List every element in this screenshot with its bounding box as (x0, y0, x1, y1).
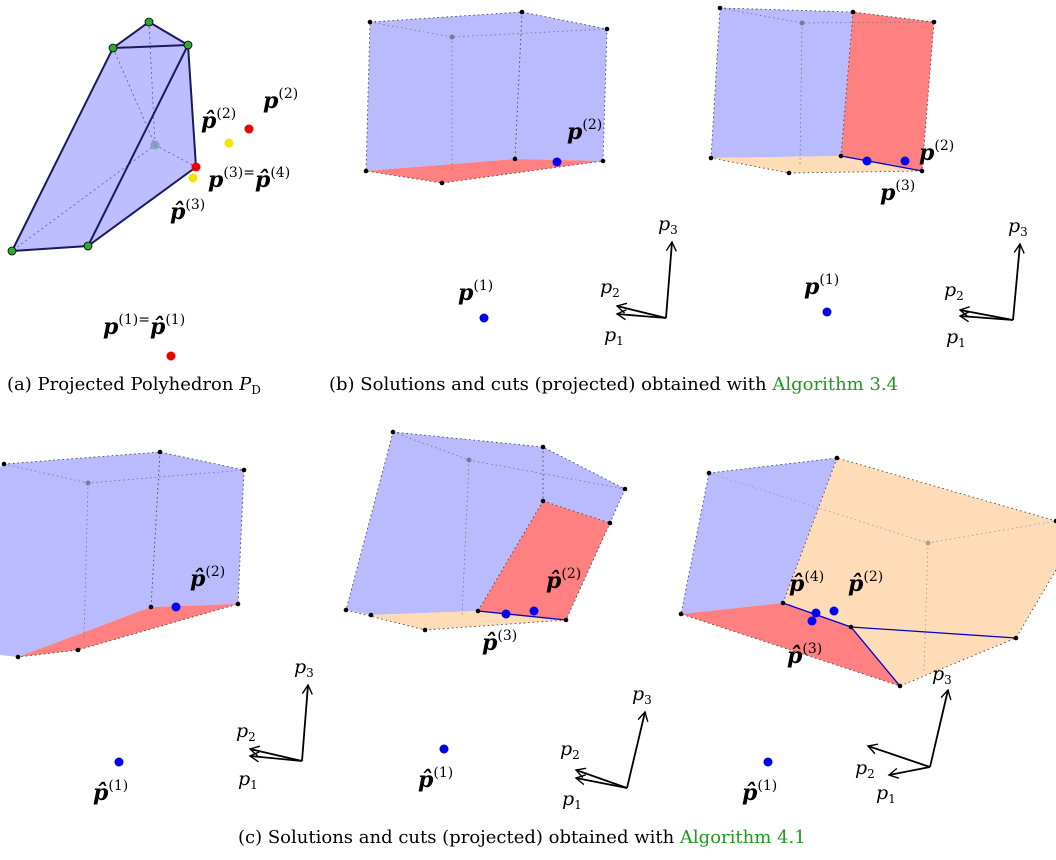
label-p2: p(2) (567, 117, 602, 145)
projected-polyhedron (7, 17, 198, 256)
point-p1-blue (822, 307, 832, 317)
point-p3-red (191, 162, 201, 172)
point-p1-red (166, 351, 176, 361)
vertex (7, 246, 17, 256)
label-phat1: p̂(1) (93, 778, 128, 806)
point-phat4-blue (811, 608, 821, 618)
cut-face-peach (783, 458, 1056, 686)
cube-blue-faces (681, 458, 837, 614)
label-phat2: p̂(2) (546, 566, 581, 594)
cut-face-peach (711, 156, 922, 173)
cut-line (850, 626, 1017, 639)
axis-label-p2: p2 (600, 276, 620, 300)
axis-label-p2: p2 (944, 279, 964, 303)
label-phat3: p̂(3) (482, 628, 517, 656)
point-p2-blue (552, 157, 562, 167)
caption-a: (a) Projected Polyhedron PD (7, 374, 261, 397)
point-p1-blue (479, 313, 489, 323)
point-phat1-blue (439, 744, 449, 754)
panel-b-left: p(2) p(1) p3 p2 p1 (363, 9, 678, 348)
axis-label-p1: p1 (562, 788, 582, 812)
cut-line (850, 626, 901, 687)
axis-label-p3: p3 (294, 656, 314, 680)
cut-face-red (478, 501, 610, 620)
vertex (83, 241, 93, 251)
cube-blue-faces (366, 12, 607, 171)
axis-label-p2: p2 (855, 757, 875, 781)
point-phat1-blue (114, 757, 124, 767)
panel-a: p̂(2) p(2) p(3)=p̂(4) p̂(3) p(1)=p̂(1) (7, 17, 298, 361)
point-p2-red (244, 124, 254, 134)
caption-c: (c) Solutions and cuts (projected) obtai… (238, 827, 806, 848)
axis-label-p1: p1 (946, 326, 966, 350)
axis-label-p3: p3 (658, 213, 678, 237)
axis-label-p1: p1 (876, 782, 896, 806)
cube-blue-faces (346, 432, 625, 615)
cut-face-red (18, 604, 238, 657)
label-p1: p(1) (804, 272, 839, 300)
cube-blue-faces (0, 452, 244, 657)
axes-triad: p3 p2 p1 (560, 683, 652, 812)
label-phat3: p̂(3) (170, 197, 205, 225)
label-p3-eq-phat4: p(3)=p̂(4) (208, 165, 290, 193)
vertex (108, 43, 118, 53)
cut-face-red (366, 159, 603, 183)
cut-line (840, 155, 923, 172)
label-p2: p(2) (919, 138, 954, 166)
label-phat1: p̂(1) (742, 778, 777, 806)
point-phat3-blue (807, 616, 817, 626)
axes-triad: p3 p2 p1 (236, 656, 314, 792)
panel-c-right: p̂(4) p̂(2) p̂(3) p̂(1) p3 p2 p1 (678, 455, 1056, 806)
label-phat3: p̂(3) (787, 641, 822, 669)
label-p2: p(2) (263, 86, 298, 114)
label-p1: p(1) (458, 278, 493, 306)
axis-label-p3: p3 (1008, 215, 1028, 239)
vertex (183, 40, 193, 50)
point-phat3-yellow (188, 173, 198, 183)
point-phat2-yellow (224, 138, 234, 148)
axis-label-p1: p1 (238, 768, 258, 792)
axis-label-p2: p2 (560, 738, 580, 762)
axes-triad: p3 p2 p1 (855, 663, 952, 806)
caption-b: (b) Solutions and cuts (projected) obtai… (329, 374, 898, 395)
point-phat2-blue (829, 606, 839, 616)
cut-face-red (841, 12, 934, 171)
label-phat1: p̂(1) (418, 765, 453, 793)
cut-line (477, 610, 567, 621)
point-p2-blue (900, 156, 910, 166)
point-phat2-blue (171, 602, 181, 612)
vertex (144, 17, 154, 27)
point-phat2-blue (529, 606, 539, 616)
label-phat2: p̂(2) (848, 569, 883, 597)
algorithm-link-3-4[interactable]: Algorithm 3.4 (771, 374, 898, 395)
axes-triad: p3 p2 p1 (944, 215, 1028, 350)
label-p1-eq-phat1: p(1)=p̂(1) (103, 312, 185, 340)
label-p3: p(3) (880, 178, 915, 206)
panel-b-right: p(2) p(3) p(1) p3 p2 p1 (708, 5, 1028, 350)
label-phat2: p̂(2) (201, 106, 236, 134)
axis-label-p3: p3 (632, 683, 652, 707)
panel-c-left: p̂(2) p̂(1) p3 p2 p1 (0, 449, 314, 806)
algorithm-link-4-1[interactable]: Algorithm 4.1 (679, 827, 806, 848)
axes-triad: p3 p2 p1 (600, 213, 678, 348)
panel-c-middle: p̂(2) p̂(3) p̂(1) p3 p2 p1 (343, 429, 652, 812)
point-phat1-blue (763, 757, 773, 767)
axis-label-p2: p2 (236, 720, 256, 744)
point-p3-blue (862, 156, 872, 166)
axis-label-p1: p1 (604, 324, 624, 348)
point-phat3-blue (501, 609, 511, 619)
label-phat2: p̂(2) (190, 564, 225, 592)
axis-label-p3: p3 (932, 663, 952, 687)
cube-blue-faces (711, 8, 853, 158)
polyhedron-fill (12, 22, 196, 251)
cut-face-red (681, 603, 900, 686)
label-phat4: p̂(4) (789, 569, 824, 597)
